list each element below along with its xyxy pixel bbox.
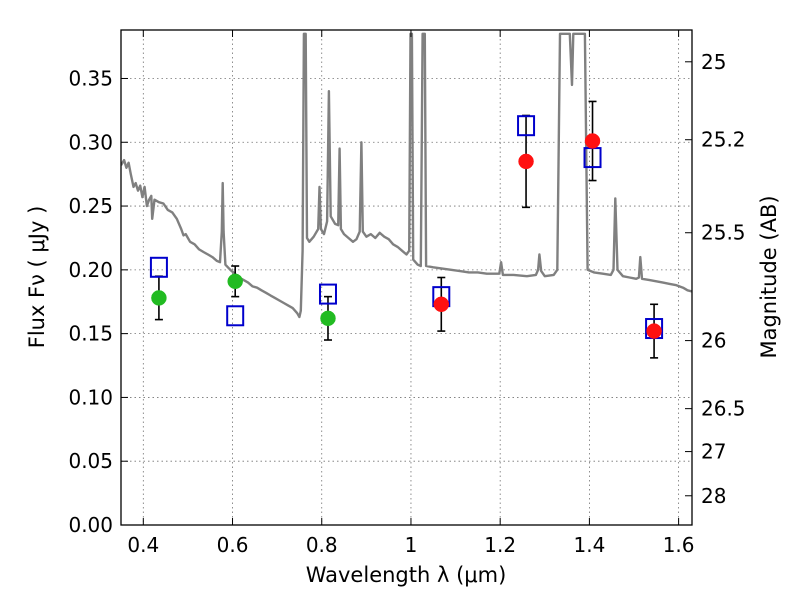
red-circle-marker xyxy=(584,133,601,149)
red-circle-marker xyxy=(433,296,450,313)
model-square-marker xyxy=(517,115,536,137)
model-square-marker xyxy=(318,283,337,305)
y-tick-label: 0.30 xyxy=(68,130,113,154)
model-square-marker xyxy=(226,305,245,327)
y-tick-label: 0.05 xyxy=(68,449,113,473)
y-tick-label: 0.35 xyxy=(68,66,113,90)
y-axis-title: Flux Fν ( μJy ) xyxy=(25,206,49,349)
y-tick-label: 0.25 xyxy=(68,194,113,218)
red-circle-marker xyxy=(518,153,534,170)
y-tick-label: 0.20 xyxy=(68,258,113,282)
y2-tick-label: 25.2 xyxy=(701,128,746,152)
model-square-marker xyxy=(149,256,168,278)
x-axis-title: Wavelength λ (μm) xyxy=(306,563,507,587)
plot-frame xyxy=(120,29,693,526)
x-tick-label: 1.2 xyxy=(484,533,516,557)
green-circle-marker xyxy=(151,290,167,306)
y2-tick-label: 26 xyxy=(701,329,726,353)
red-circle-marker xyxy=(646,323,662,339)
x-tick-label: 0.4 xyxy=(127,533,159,557)
y2-tick-label: 28 xyxy=(701,484,726,508)
green-circle-marker xyxy=(320,310,336,327)
ticks: 0.4 0.6 0.8 1 1.2 1.4 1.6 0.00 0.05 0.10 0.15 0.20 0… xyxy=(68,30,746,557)
y2-tick-label: 26.5 xyxy=(701,397,746,421)
y2-tick-label: 27 xyxy=(701,440,726,464)
y-tick-label: 0.15 xyxy=(68,322,113,346)
y2-axis-title: Magnitude (AB) xyxy=(757,195,781,358)
y-tick-label: 0.00 xyxy=(68,513,113,537)
x-tick-label: 1.4 xyxy=(573,533,605,557)
y-tick-label: 0.10 xyxy=(68,385,113,409)
x-tick-label: 1.6 xyxy=(663,533,695,557)
y2-tick-label: 25 xyxy=(701,50,726,74)
model-spectrum-layer xyxy=(121,32,692,319)
markers-layer xyxy=(149,100,664,359)
x-tick-label: 0.8 xyxy=(306,533,338,557)
model-spectrum-line xyxy=(121,32,692,319)
green-circle-marker xyxy=(227,273,243,290)
y2-tick-label: 25.5 xyxy=(701,221,746,245)
x-tick-label: 0.6 xyxy=(217,533,249,557)
x-tick-label: 1 xyxy=(405,533,418,557)
